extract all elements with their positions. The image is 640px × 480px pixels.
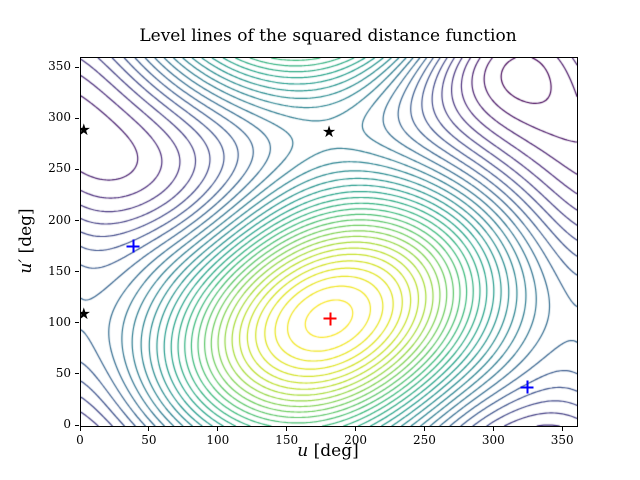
x-tick-label: 350 xyxy=(550,433,574,447)
plot-area: ★★★ xyxy=(80,57,578,427)
x-axis-label: u [deg] xyxy=(297,441,358,461)
y-tick-mark xyxy=(75,271,79,273)
y-tick-mark xyxy=(75,220,79,222)
x-tick-label: 0 xyxy=(76,433,84,447)
y-tick-label: 100 xyxy=(48,314,71,329)
y-tick-mark xyxy=(75,322,79,324)
y-tick-mark xyxy=(75,373,79,375)
y-tick-label: 150 xyxy=(48,263,71,278)
x-tick-label: 200 xyxy=(344,433,367,447)
y-tick-label: 250 xyxy=(48,161,71,176)
x-tick-mark xyxy=(492,427,494,431)
x-tick-mark xyxy=(561,427,563,431)
y-tick-mark xyxy=(75,168,79,170)
contour-canvas xyxy=(81,58,577,426)
x-tick-mark xyxy=(217,427,219,431)
x-tick-mark xyxy=(148,427,150,431)
x-tick-label: 150 xyxy=(275,433,299,447)
x-tick-mark xyxy=(423,427,425,431)
y-tick-label: 50 xyxy=(55,365,71,380)
x-tick-label: 300 xyxy=(481,433,505,447)
y-tick-label: 200 xyxy=(48,212,71,227)
x-tick-mark xyxy=(286,427,288,431)
y-tick-label: 300 xyxy=(48,110,71,125)
y-tick-label: 350 xyxy=(48,59,71,74)
x-tick-label: 250 xyxy=(412,433,436,447)
chart-title: Level lines of the squared distance func… xyxy=(139,26,517,46)
x-axis-variable: u xyxy=(297,441,309,461)
x-tick-label: 50 xyxy=(141,433,157,447)
x-tick-mark xyxy=(355,427,357,431)
y-tick-label: 0 xyxy=(63,417,71,431)
y-tick-mark xyxy=(75,66,79,68)
x-tick-label: 100 xyxy=(206,433,230,447)
x-tick-mark xyxy=(79,427,81,431)
y-tick-mark xyxy=(75,117,79,119)
y-tick-mark xyxy=(75,424,79,426)
x-axis-unit: [deg] xyxy=(308,441,359,461)
